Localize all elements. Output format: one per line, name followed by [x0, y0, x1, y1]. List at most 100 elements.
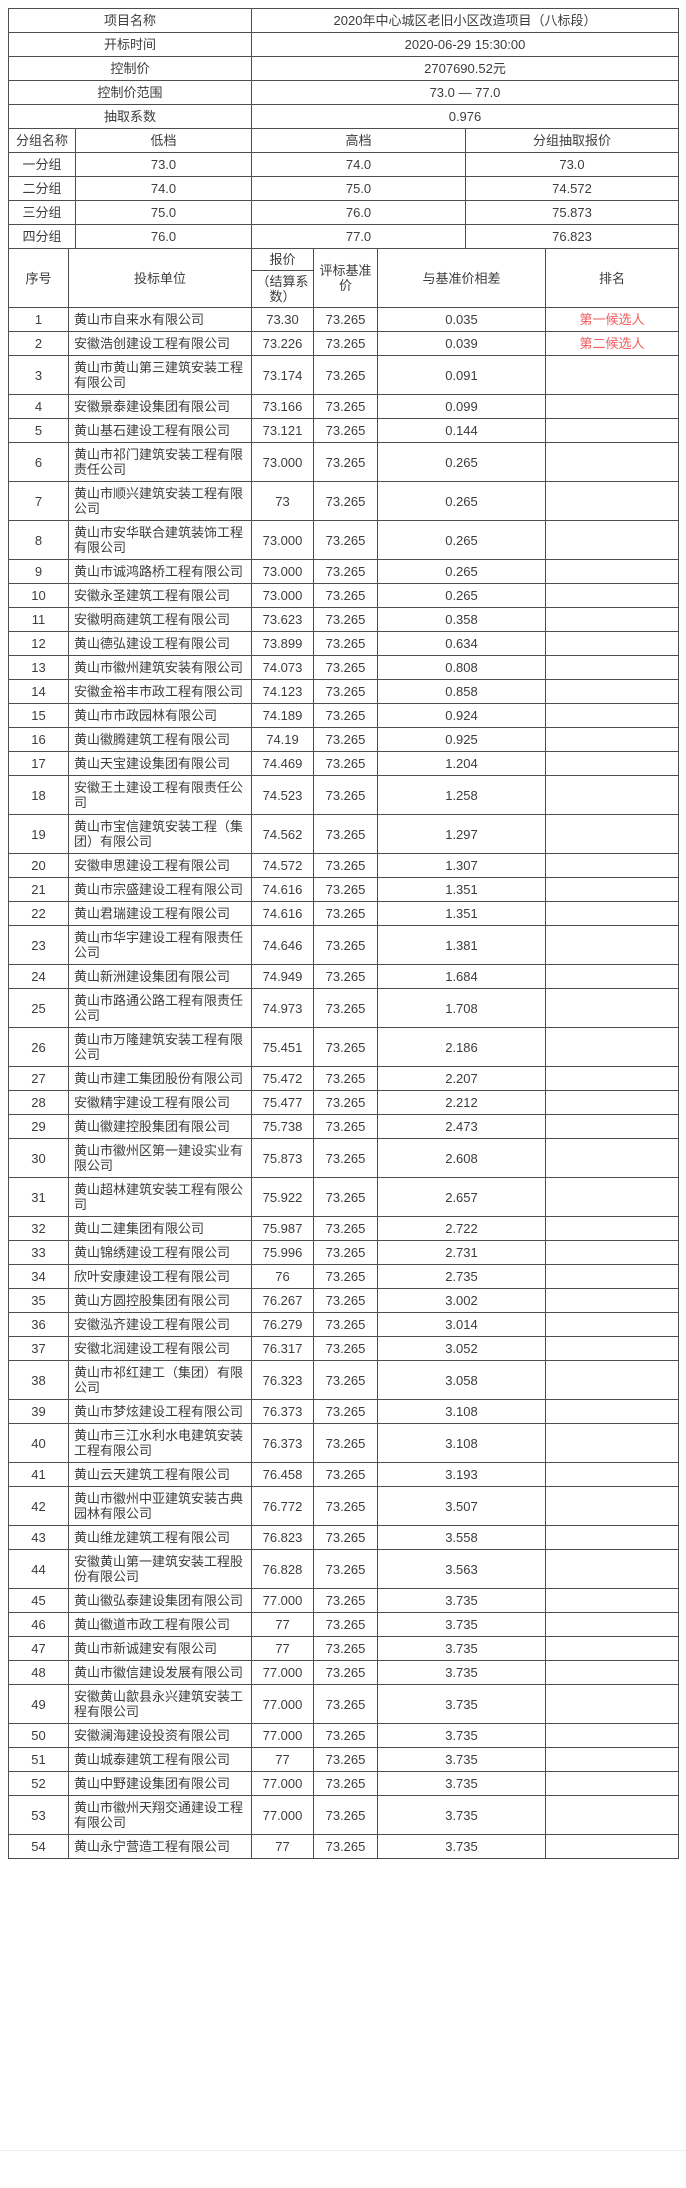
bid-rank [545, 1360, 679, 1400]
bid-base-price: 73.265 [313, 1834, 378, 1859]
bid-base-price: 73.265 [313, 1288, 378, 1313]
bid-seq: 31 [8, 1177, 69, 1217]
bid-row: 30 黄山市徽州区第一建设实业有限公司 75.873 73.265 2.608 [8, 1138, 679, 1178]
bid-price: 76.317 [251, 1336, 314, 1361]
bid-seq: 16 [8, 727, 69, 752]
info-label: 控制价 [8, 56, 252, 81]
bid-header-row: 序号 投标单位 报价 （结算系数） 评标基准价 与基准价相差 排名 [8, 248, 679, 308]
bid-rank [545, 1090, 679, 1115]
price-header-top: 报价 [252, 250, 313, 271]
info-row: 开标时间 2020-06-29 15:30:00 [8, 32, 679, 57]
bid-rank [545, 727, 679, 752]
bid-seq: 49 [8, 1684, 69, 1724]
bid-bidder-name: 黄山市路通公路工程有限责任公司 [68, 988, 252, 1028]
bid-rank [545, 442, 679, 482]
info-label: 开标时间 [8, 32, 252, 57]
bid-row: 43 黄山维龙建筑工程有限公司 76.823 73.265 3.558 [8, 1525, 679, 1550]
bid-seq: 7 [8, 481, 69, 521]
bid-base-price: 73.265 [313, 418, 378, 443]
group-high-value: 74.0 [251, 152, 466, 177]
bid-row: 11 安徽明商建筑工程有限公司 73.623 73.265 0.358 [8, 607, 679, 632]
bid-price: 75.987 [251, 1216, 314, 1241]
bid-bidder-name: 安徽精宇建设工程有限公司 [68, 1090, 252, 1115]
bid-diff: 3.735 [377, 1612, 546, 1637]
bid-diff: 2.731 [377, 1240, 546, 1265]
bid-row: 5 黄山基石建设工程有限公司 73.121 73.265 0.144 [8, 418, 679, 443]
bid-bidder-name: 黄山市建工集团股份有限公司 [68, 1066, 252, 1091]
bid-price: 77.000 [251, 1771, 314, 1796]
price-header: 报价 （结算系数） [251, 248, 314, 308]
bid-row: 39 黄山市梦炫建设工程有限公司 76.373 73.265 3.108 [8, 1399, 679, 1424]
bid-bidder-name: 安徽黄山第一建筑安装工程股份有限公司 [68, 1549, 252, 1589]
group-row: 四分组 76.0 77.0 76.823 [8, 224, 679, 249]
bid-rank [545, 607, 679, 632]
bid-rank: 第二候选人 [545, 331, 679, 356]
bid-price: 73 [251, 481, 314, 521]
bid-rank [545, 631, 679, 656]
bid-base-price: 73.265 [313, 1264, 378, 1289]
info-label: 抽取系数 [8, 104, 252, 129]
bid-diff: 3.735 [377, 1834, 546, 1859]
bid-bidder-name: 黄山中野建设集团有限公司 [68, 1771, 252, 1796]
bid-price: 74.616 [251, 901, 314, 926]
bid-seq: 6 [8, 442, 69, 482]
bid-rank [545, 1636, 679, 1661]
bid-row: 7 黄山市顺兴建筑安装工程有限公司 73 73.265 0.265 [8, 481, 679, 521]
bid-seq: 33 [8, 1240, 69, 1265]
bid-seq: 34 [8, 1264, 69, 1289]
bid-diff: 0.358 [377, 607, 546, 632]
group-drawn-value: 75.873 [465, 200, 679, 225]
bid-row: 23 黄山市华宇建设工程有限责任公司 74.646 73.265 1.381 [8, 925, 679, 965]
bid-diff: 0.924 [377, 703, 546, 728]
bid-row: 6 黄山市祁门建筑安装工程有限责任公司 73.000 73.265 0.265 [8, 442, 679, 482]
bid-diff: 0.265 [377, 442, 546, 482]
bid-base-price: 73.265 [313, 1399, 378, 1424]
bid-diff: 3.735 [377, 1771, 546, 1796]
bid-rank [545, 751, 679, 776]
bid-seq: 12 [8, 631, 69, 656]
bid-diff: 0.091 [377, 355, 546, 395]
bid-seq: 19 [8, 814, 69, 854]
bid-diff: 1.297 [377, 814, 546, 854]
bid-bidder-name: 黄山徽腾建筑工程有限公司 [68, 727, 252, 752]
bid-seq: 17 [8, 751, 69, 776]
bid-seq: 37 [8, 1336, 69, 1361]
bid-seq: 11 [8, 607, 69, 632]
bid-diff: 3.058 [377, 1360, 546, 1400]
bid-price: 73.000 [251, 583, 314, 608]
rank-header: 排名 [545, 248, 679, 308]
bid-rank [545, 1066, 679, 1091]
bid-seq: 15 [8, 703, 69, 728]
bid-row: 32 黄山二建集团有限公司 75.987 73.265 2.722 [8, 1216, 679, 1241]
bid-base-price: 73.265 [313, 331, 378, 356]
bid-price: 76.458 [251, 1462, 314, 1487]
bid-price: 77 [251, 1612, 314, 1637]
bid-seq: 9 [8, 559, 69, 584]
bid-row: 1 黄山市自来水有限公司 73.30 73.265 0.035 第一候选人 [8, 307, 679, 332]
bid-bidder-name: 黄山方圆控股集团有限公司 [68, 1288, 252, 1313]
bid-base-price: 73.265 [313, 901, 378, 926]
bid-bidder-name: 黄山市诚鸿路桥工程有限公司 [68, 559, 252, 584]
bid-rank [545, 655, 679, 680]
bid-base-price: 73.265 [313, 1312, 378, 1337]
bid-rank [545, 1525, 679, 1550]
info-row: 项目名称 2020年中心城区老旧小区改造项目（八标段） [8, 8, 679, 33]
bid-diff: 3.735 [377, 1588, 546, 1613]
bid-row: 41 黄山云天建筑工程有限公司 76.458 73.265 3.193 [8, 1462, 679, 1487]
bid-row: 53 黄山市徽州天翔交通建设工程有限公司 77.000 73.265 3.735 [8, 1795, 679, 1835]
bid-row: 36 安徽泓齐建设工程有限公司 76.279 73.265 3.014 [8, 1312, 679, 1337]
info-value: 73.0 — 77.0 [251, 80, 679, 105]
group-drawn-value: 73.0 [465, 152, 679, 177]
bid-row: 17 黄山天宝建设集团有限公司 74.469 73.265 1.204 [8, 751, 679, 776]
bid-bidder-name: 安徽景泰建设集团有限公司 [68, 394, 252, 419]
bid-diff: 2.608 [377, 1138, 546, 1178]
bid-bidder-name: 黄山维龙建筑工程有限公司 [68, 1525, 252, 1550]
bid-seq: 20 [8, 853, 69, 878]
bid-base-price: 73.265 [313, 1177, 378, 1217]
bid-base-price: 73.265 [313, 1090, 378, 1115]
bid-diff: 0.265 [377, 481, 546, 521]
bid-diff: 0.808 [377, 655, 546, 680]
group-name: 四分组 [8, 224, 76, 249]
bid-diff: 0.144 [377, 418, 546, 443]
bid-base-price: 73.265 [313, 1588, 378, 1613]
